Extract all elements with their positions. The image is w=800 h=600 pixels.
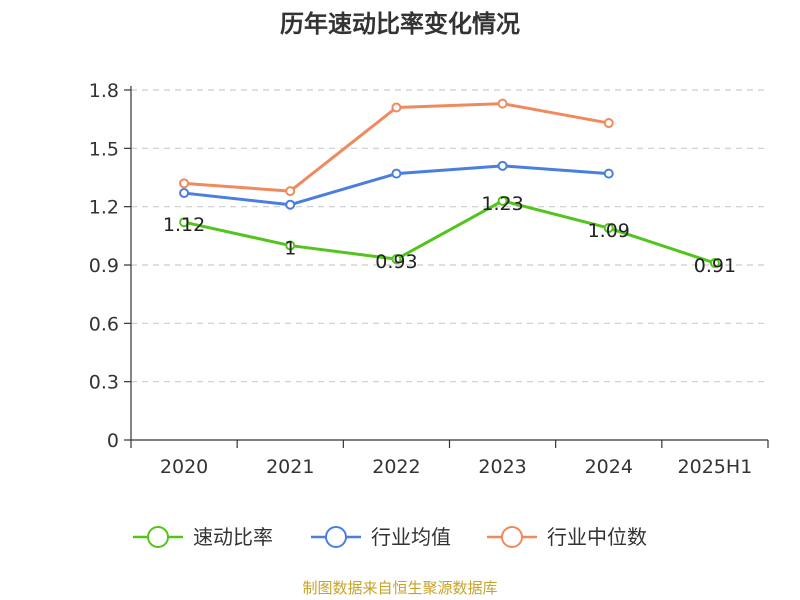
data-label: 1.23 bbox=[481, 193, 523, 215]
x-tick-label: 2022 bbox=[372, 456, 420, 478]
data-label: 1 bbox=[284, 238, 296, 260]
data-labels: 1.12 1 0.93 1.23 1.09 0.91 bbox=[163, 193, 736, 277]
data-point[interactable] bbox=[709, 258, 720, 269]
data-point[interactable] bbox=[603, 223, 614, 234]
y-tick-label: 0.9 bbox=[89, 255, 119, 277]
data-point[interactable] bbox=[179, 188, 190, 199]
data-point[interactable] bbox=[603, 168, 614, 179]
x-tick-label: 2025H1 bbox=[678, 456, 753, 478]
data-point[interactable] bbox=[285, 199, 296, 210]
data-label: 0.93 bbox=[375, 251, 417, 273]
data-label: 0.91 bbox=[694, 255, 736, 277]
source-note: 制图数据来自恒生聚源数据库 bbox=[302, 579, 498, 597]
chart-title: 历年速动比率变化情况 bbox=[280, 10, 520, 38]
y-tick-label: 1.8 bbox=[89, 80, 119, 102]
data-point[interactable] bbox=[179, 178, 190, 189]
series-lines bbox=[179, 98, 720, 269]
legend-item[interactable]: 速动比率 bbox=[133, 525, 273, 549]
y-tick-label: 0.3 bbox=[89, 372, 119, 394]
data-point[interactable] bbox=[285, 186, 296, 197]
data-point[interactable] bbox=[391, 102, 402, 113]
data-label: 1.12 bbox=[163, 214, 205, 236]
legend-label: 速动比率 bbox=[193, 525, 273, 549]
data-point[interactable] bbox=[497, 195, 508, 206]
x-tick-label: 2024 bbox=[585, 456, 633, 478]
data-point[interactable] bbox=[497, 98, 508, 109]
legend-marker bbox=[501, 526, 523, 548]
axes: 0 0.3 0.6 0.9 1.2 1.5 1.8 2020 2021 2022 2023 2024 2… bbox=[89, 80, 769, 478]
data-point[interactable] bbox=[179, 217, 190, 228]
grid-lines bbox=[131, 89, 768, 383]
x-tick-label: 2021 bbox=[266, 456, 314, 478]
data-point[interactable] bbox=[497, 160, 508, 171]
y-tick-label: 1.5 bbox=[89, 138, 119, 160]
y-tick-label: 0.6 bbox=[89, 313, 119, 335]
legend-label: 行业中位数 bbox=[547, 525, 647, 549]
y-tick-label: 1.2 bbox=[89, 197, 119, 219]
legend-item[interactable]: 行业均值 bbox=[311, 525, 451, 549]
legend-item[interactable]: 行业中位数 bbox=[487, 525, 647, 549]
legend-marker bbox=[325, 526, 347, 548]
data-label: 1.09 bbox=[588, 220, 630, 242]
data-point[interactable] bbox=[285, 240, 296, 251]
legend-label: 行业均值 bbox=[371, 525, 451, 549]
x-tick-label: 2023 bbox=[478, 456, 526, 478]
series-line-0 bbox=[183, 199, 716, 265]
legend[interactable]: 速动比率 行业均值 行业中位数 bbox=[133, 525, 647, 549]
data-point[interactable] bbox=[391, 254, 402, 265]
legend-marker bbox=[147, 526, 169, 548]
data-point[interactable] bbox=[391, 168, 402, 179]
data-point[interactable] bbox=[603, 118, 614, 129]
y-tick-label: 0 bbox=[107, 430, 119, 452]
x-tick-label: 2020 bbox=[160, 456, 208, 478]
